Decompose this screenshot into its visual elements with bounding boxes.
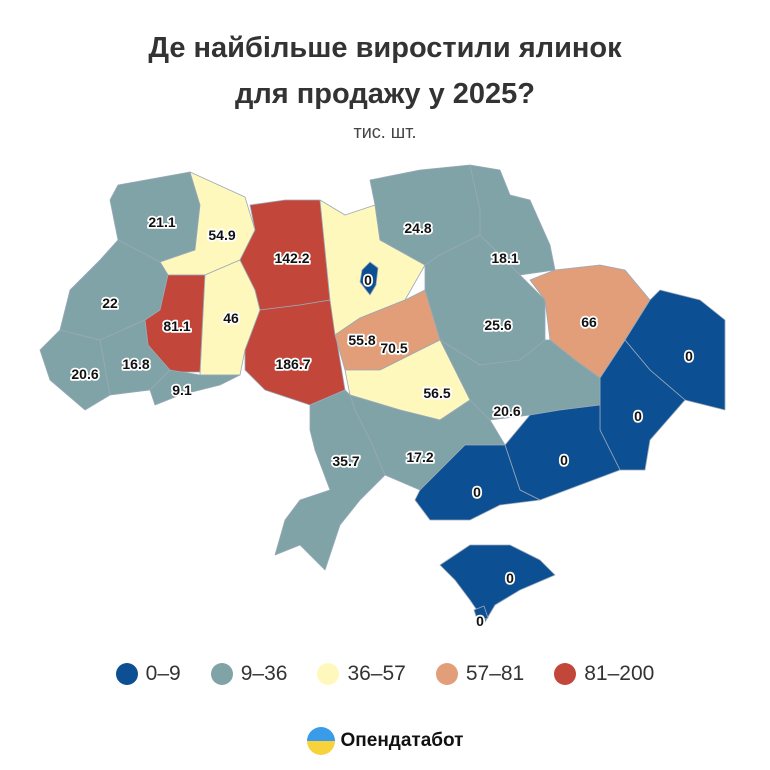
opendatabot-logo-icon xyxy=(306,727,335,755)
legend-label: 81–200 xyxy=(584,662,655,685)
legend-swatch xyxy=(554,663,577,685)
title-line-2: для продажу у 2025? xyxy=(234,78,536,110)
region-shape xyxy=(244,299,346,406)
region-value-label: 70.5 xyxy=(380,340,407,356)
legend-item: 81–200 xyxy=(554,662,654,686)
legend-label: 36–57 xyxy=(347,662,406,685)
legend-swatch xyxy=(115,663,138,685)
legend-item: 36–57 xyxy=(317,662,406,686)
region-value-label: 22 xyxy=(102,295,118,311)
title-line-1: Де найбільше виростили ялинок xyxy=(148,32,622,64)
region-shape xyxy=(469,164,556,276)
region-value-label: 0 xyxy=(506,570,514,586)
region-value-label: 35.7 xyxy=(332,453,359,469)
region-value-label: 24.8 xyxy=(404,220,431,236)
region-value-label: 186.7 xyxy=(275,356,310,372)
legend-swatch xyxy=(317,663,340,685)
region-value-label: 25.6 xyxy=(484,317,511,333)
region-value-label: 20.6 xyxy=(71,366,98,382)
region-value-label: 0 xyxy=(473,484,481,500)
region-shape xyxy=(149,369,241,406)
region-value-label: 46 xyxy=(223,310,239,326)
legend-label: 57–81 xyxy=(465,662,525,685)
region-shape xyxy=(473,605,489,623)
region-value-label: 20.6 xyxy=(493,403,520,419)
region-value-label: 0 xyxy=(634,408,642,424)
brand-name: Опендатабот xyxy=(340,730,464,751)
legend-label: 9–36 xyxy=(240,662,288,685)
region-shape xyxy=(439,544,556,623)
region-value-label: 66 xyxy=(581,314,597,330)
region-shape xyxy=(359,261,379,296)
legend-item: 57–81 xyxy=(435,662,525,686)
region-value-label: 54.9 xyxy=(208,227,235,243)
brand: Опендатабот xyxy=(0,727,770,755)
region-value-label: 56.5 xyxy=(423,385,450,401)
region-value-label: 142.2 xyxy=(274,250,309,266)
legend-label: 0–9 xyxy=(145,662,181,685)
region-value-label: 16.8 xyxy=(122,356,149,372)
region-value-label: 55.8 xyxy=(348,332,375,348)
region-value-label: 21.1 xyxy=(148,214,175,230)
region-value-label: 17.2 xyxy=(406,449,433,465)
region-shape xyxy=(274,389,386,571)
legend: 0–9 9–36 36–57 57–81 81–200 xyxy=(0,662,770,686)
region-value-label: 9.1 xyxy=(172,382,192,398)
region-value-label: 0 xyxy=(560,452,568,468)
region-shape xyxy=(414,444,541,521)
region-value-label: 0 xyxy=(476,613,484,629)
legend-swatch xyxy=(435,663,458,685)
subtitle: тис. шт. xyxy=(353,122,417,142)
region-value-label: 81.1 xyxy=(163,318,190,334)
legend-swatch xyxy=(210,663,233,685)
region-value-label: 0 xyxy=(364,272,372,288)
legend-item: 0–9 xyxy=(115,662,181,686)
legend-item: 9–36 xyxy=(210,662,288,686)
region-value-label: 18.1 xyxy=(491,250,518,266)
region-value-label: 0 xyxy=(685,348,693,364)
